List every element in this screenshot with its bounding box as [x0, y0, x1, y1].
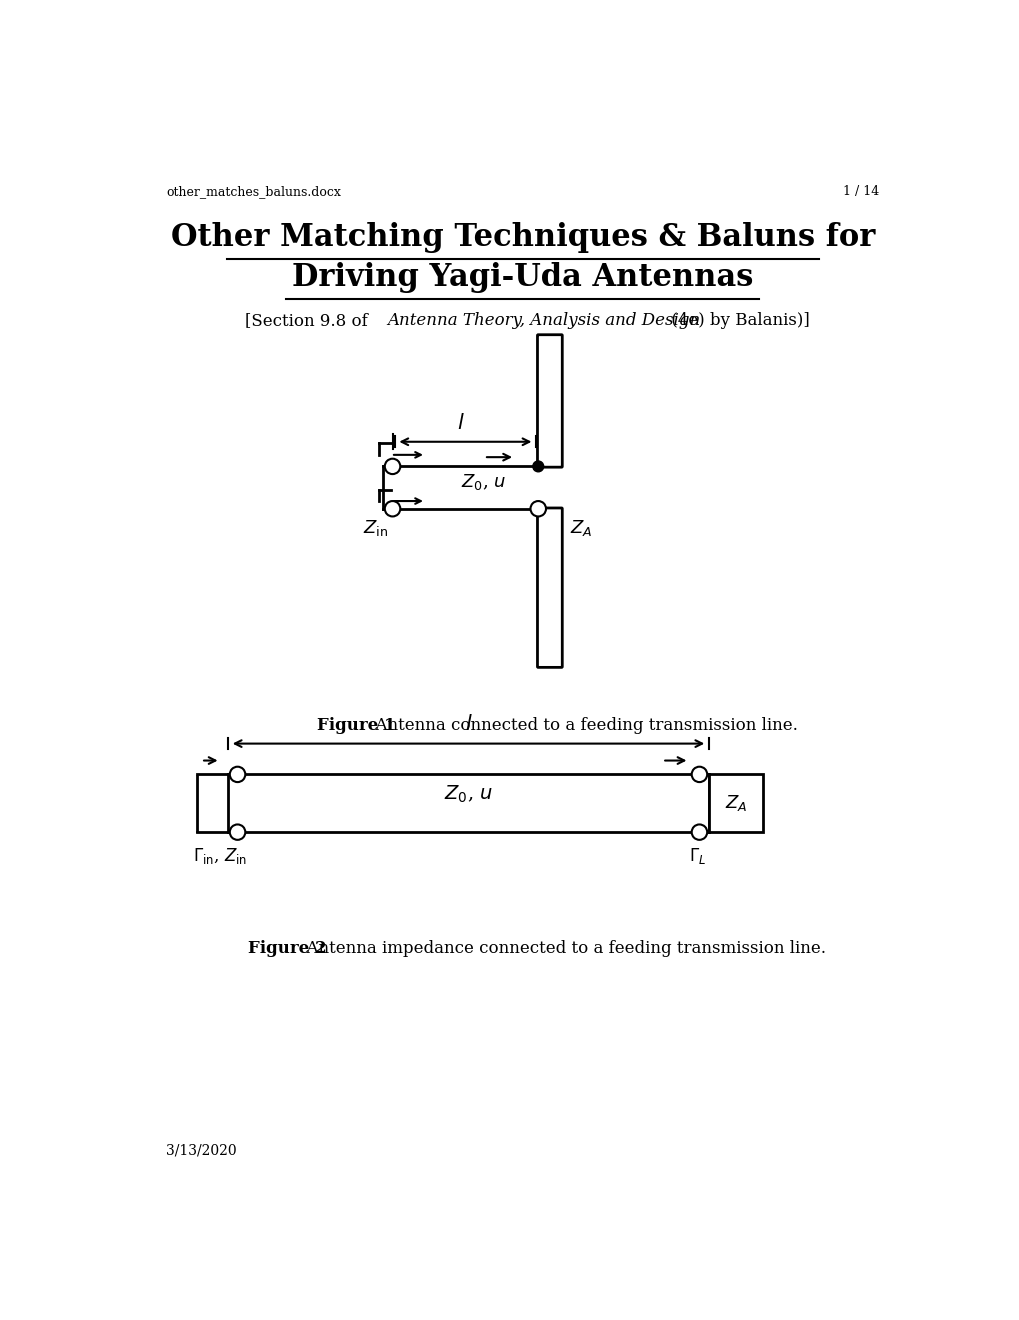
Bar	[708, 775, 762, 832]
Text: $l$: $l$	[457, 413, 464, 433]
Text: 3/13/2020: 3/13/2020	[166, 1144, 236, 1158]
Circle shape	[229, 767, 245, 781]
Text: $Z_0$, $u$: $Z_0$, $u$	[443, 783, 492, 805]
Text: $Z_A$: $Z_A$	[569, 517, 592, 539]
Text: Antenna impedance connected to a feeding transmission line.: Antenna impedance connected to a feeding…	[296, 940, 824, 957]
Text: Antenna connected to a feeding transmission line.: Antenna connected to a feeding transmiss…	[365, 717, 798, 734]
Text: $\Gamma_L$: $\Gamma_L$	[688, 846, 705, 866]
Text: $Z_0$, $u$: $Z_0$, $u$	[461, 473, 506, 492]
Circle shape	[691, 825, 706, 840]
Circle shape	[530, 502, 545, 516]
Text: Antenna Theory, Analysis and Design: Antenna Theory, Analysis and Design	[387, 313, 700, 330]
Text: $l$: $l$	[465, 714, 472, 734]
Text: Figure 2: Figure 2	[248, 940, 326, 957]
FancyBboxPatch shape	[537, 508, 561, 668]
Circle shape	[532, 461, 543, 471]
Text: 1 / 14: 1 / 14	[842, 185, 878, 198]
Text: other_matches_baluns.docx: other_matches_baluns.docx	[166, 185, 340, 198]
Text: $\Gamma_{\mathrm{in}}$, $Z_{\mathrm{in}}$: $\Gamma_{\mathrm{in}}$, $Z_{\mathrm{in}}…	[194, 846, 248, 866]
Text: $Z_A$: $Z_A$	[723, 793, 746, 813]
Circle shape	[384, 502, 399, 516]
Circle shape	[384, 459, 399, 474]
Circle shape	[691, 767, 706, 781]
Circle shape	[229, 825, 245, 840]
Text: $Z_{\mathrm{in}}$: $Z_{\mathrm{in}}$	[363, 517, 387, 539]
Text: (4e) by Balanis)]: (4e) by Balanis)]	[665, 313, 809, 330]
Text: [Section 9.8 of: [Section 9.8 of	[245, 313, 373, 330]
Text: Other Matching Techniques & Baluns for: Other Matching Techniques & Baluns for	[170, 222, 874, 252]
Text: Driving Yagi-Uda Antennas: Driving Yagi-Uda Antennas	[291, 263, 753, 293]
FancyBboxPatch shape	[537, 335, 561, 467]
Text: Figure 1: Figure 1	[317, 717, 395, 734]
